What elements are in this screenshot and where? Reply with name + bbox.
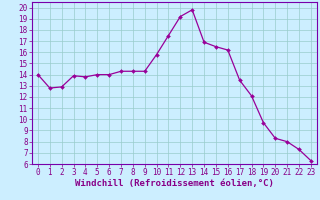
X-axis label: Windchill (Refroidissement éolien,°C): Windchill (Refroidissement éolien,°C) (75, 179, 274, 188)
